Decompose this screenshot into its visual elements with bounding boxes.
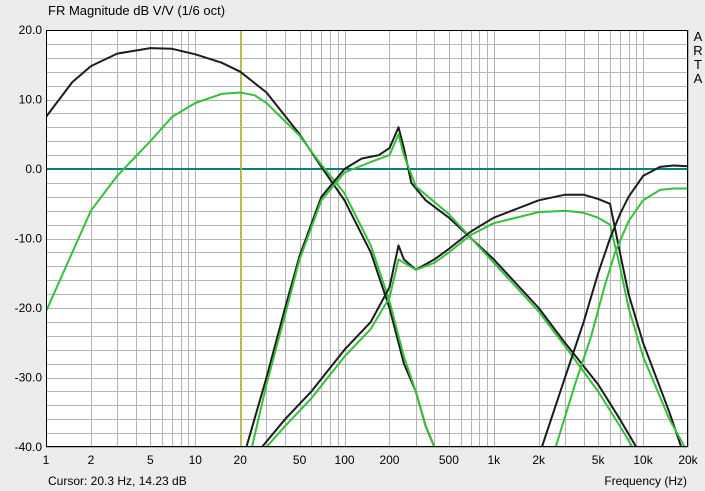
x-tick-label: 1k [487, 453, 501, 467]
y-tick-label: -30.0 [15, 371, 43, 385]
watermark-letter-r: R [693, 43, 703, 58]
x-tick-label: 2 [88, 453, 95, 467]
y-tick-label: 0.0 [25, 162, 42, 176]
x-tick-label: 200 [379, 453, 399, 467]
series-7-black-curve [540, 164, 688, 447]
x-tick-label: 500 [439, 453, 459, 467]
series-2-green-curve [46, 91, 436, 447]
series-1-black-curve [46, 47, 436, 447]
curves [46, 47, 688, 447]
x-tick-label: 100 [335, 453, 355, 467]
series-5-black-curve [261, 193, 683, 447]
x-tick-label: 1 [43, 453, 50, 467]
chart-title: FR Magnitude dB V/V (1/6 oct) [48, 3, 226, 18]
x-tick-label: 20 [234, 453, 248, 467]
y-tick-label: -20.0 [15, 301, 43, 315]
series-3-black-curve [245, 126, 638, 447]
x-tick-label: 20k [678, 453, 698, 467]
x-tick-label: 50 [293, 453, 307, 467]
y-tick-label: -10.0 [15, 232, 43, 246]
y-tick-label: -40.0 [15, 440, 43, 454]
x-tick-label: 10k [633, 453, 653, 467]
watermark-letter-a1: A [693, 29, 703, 44]
watermark-letter-a2: A [693, 71, 703, 86]
cursor-readout: Cursor: 20.3 Hz, 14.23 dB [48, 474, 187, 488]
series-6-green-curve [265, 209, 686, 447]
series-8-green-curve [554, 187, 688, 447]
x-tick-label: 10 [189, 453, 203, 467]
series-4-green-curve [251, 133, 634, 447]
y-tick-label: 20.0 [19, 23, 43, 37]
watermark-letter-t: T [694, 57, 702, 72]
y-tick-label: 10.0 [19, 93, 43, 107]
x-axis-label: Frequency (Hz) [604, 474, 687, 488]
arta-watermark: A R T A [692, 30, 704, 86]
plot-frame [46, 30, 688, 447]
x-tick-label: 2k [532, 453, 546, 467]
x-tick-label: 5 [147, 453, 154, 467]
x-tick-label: 5k [592, 453, 606, 467]
